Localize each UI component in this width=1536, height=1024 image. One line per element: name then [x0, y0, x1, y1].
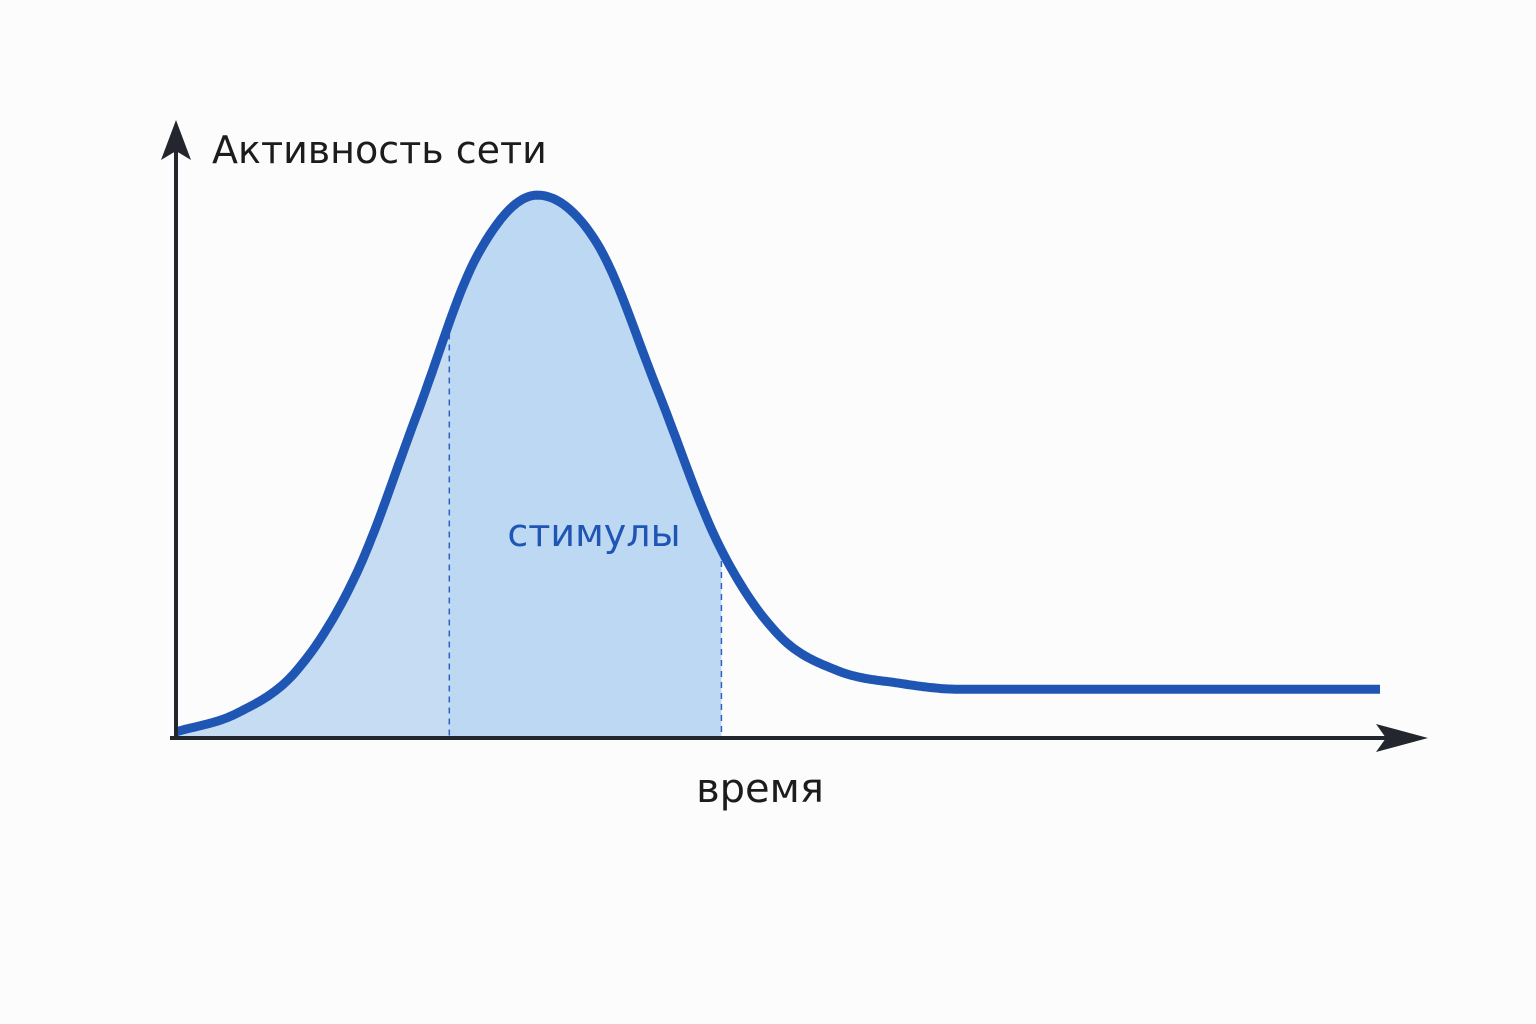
stimulus-region-label: стимулы	[507, 511, 680, 555]
y-axis-arrow-icon	[161, 120, 191, 160]
pre-stimulus-area	[176, 322, 450, 738]
x-axis-arrow-icon	[1376, 724, 1428, 752]
y-axis-label: Активность сети	[212, 128, 547, 172]
x-axis-label: время	[696, 766, 824, 812]
activity-curve	[174, 190, 1382, 737]
stimulus-area	[449, 195, 722, 739]
